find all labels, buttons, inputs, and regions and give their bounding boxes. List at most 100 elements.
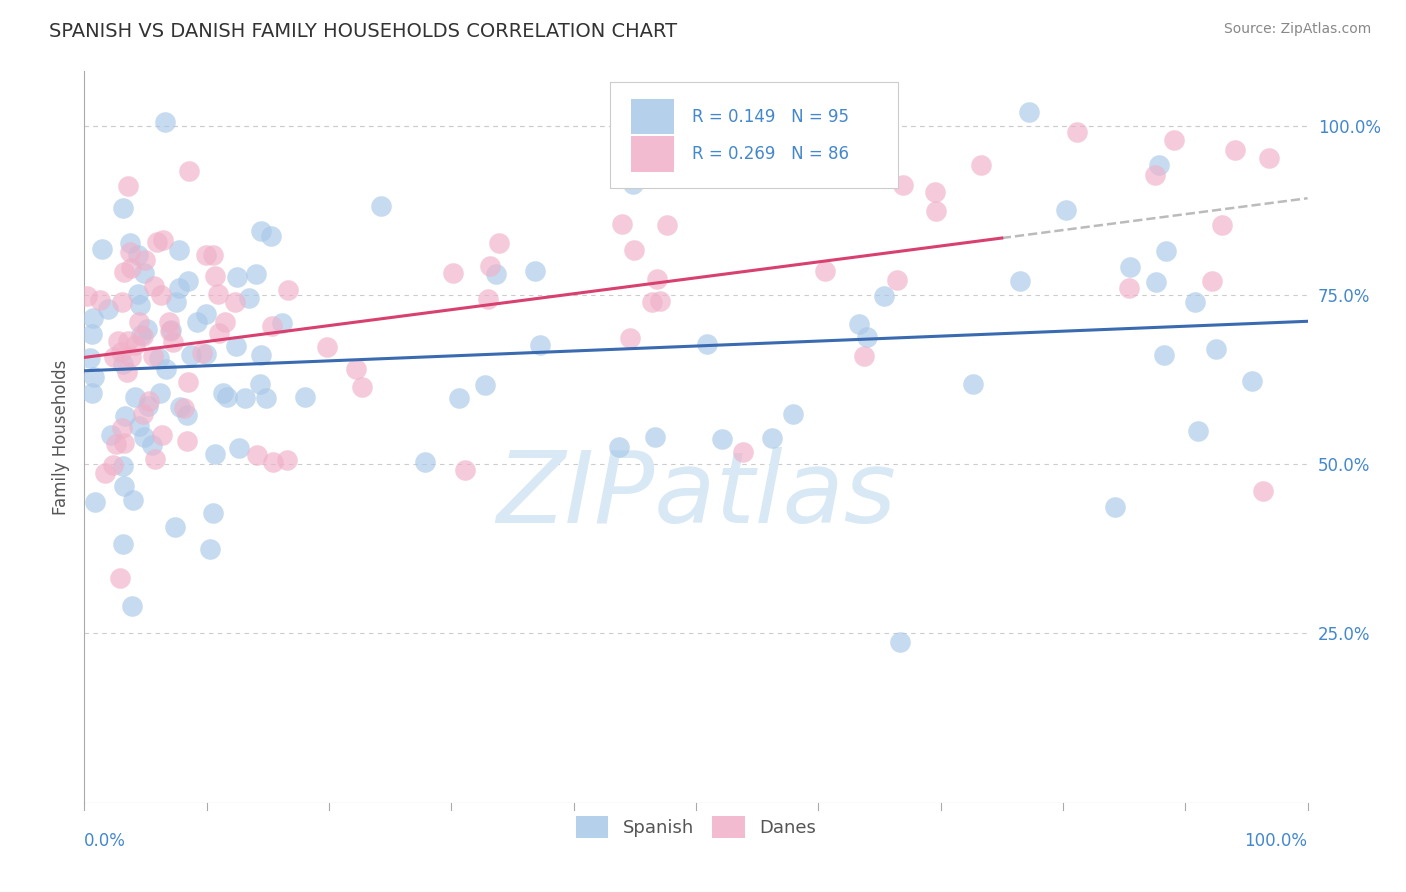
Point bbox=[479, 260, 502, 274]
Point bbox=[876, 136, 898, 151]
Point bbox=[214, 315, 236, 329]
Point bbox=[245, 267, 267, 281]
Point bbox=[200, 542, 222, 557]
Point bbox=[211, 386, 233, 401]
Point bbox=[925, 204, 948, 219]
Point bbox=[607, 440, 630, 454]
Point bbox=[148, 351, 170, 365]
Point bbox=[138, 394, 160, 409]
Point bbox=[176, 434, 198, 448]
Point bbox=[1258, 152, 1281, 166]
Point bbox=[83, 369, 105, 384]
Point bbox=[477, 292, 499, 306]
FancyBboxPatch shape bbox=[610, 82, 898, 188]
Point bbox=[610, 217, 633, 231]
Point bbox=[207, 287, 229, 301]
Point bbox=[97, 301, 120, 316]
Point bbox=[782, 407, 804, 421]
Point bbox=[1187, 424, 1209, 438]
Point bbox=[149, 288, 172, 302]
Point bbox=[112, 357, 135, 371]
Point bbox=[1184, 295, 1206, 310]
Point bbox=[152, 234, 174, 248]
Point bbox=[924, 186, 946, 200]
Point bbox=[169, 281, 191, 295]
Point bbox=[128, 419, 150, 434]
Text: 0.0%: 0.0% bbox=[84, 832, 127, 850]
Point bbox=[169, 400, 191, 414]
Point bbox=[160, 323, 183, 337]
Point bbox=[623, 243, 645, 257]
Point bbox=[1223, 143, 1246, 157]
Point bbox=[655, 219, 678, 233]
Point bbox=[276, 453, 298, 467]
Point bbox=[132, 407, 155, 421]
Point bbox=[80, 386, 103, 401]
Point bbox=[176, 409, 198, 423]
Point bbox=[225, 270, 247, 285]
Point bbox=[155, 361, 177, 376]
Point bbox=[89, 293, 111, 307]
Text: Source: ZipAtlas.com: Source: ZipAtlas.com bbox=[1223, 22, 1371, 37]
Point bbox=[82, 311, 104, 326]
Point bbox=[370, 199, 392, 213]
Point bbox=[121, 599, 143, 613]
Point bbox=[852, 350, 875, 364]
Point bbox=[177, 375, 200, 389]
Point bbox=[891, 178, 914, 193]
Point bbox=[179, 164, 201, 178]
Point bbox=[143, 279, 166, 293]
Point bbox=[159, 324, 181, 338]
Point bbox=[118, 236, 141, 251]
Point bbox=[848, 318, 870, 332]
Point bbox=[186, 315, 208, 329]
Point bbox=[1211, 218, 1233, 232]
Point bbox=[873, 289, 896, 303]
Point bbox=[128, 298, 150, 312]
Point bbox=[112, 265, 135, 279]
Point bbox=[648, 294, 671, 309]
Point bbox=[1163, 133, 1185, 147]
Point bbox=[1144, 275, 1167, 289]
Point bbox=[143, 452, 166, 467]
Point bbox=[120, 261, 142, 276]
Point bbox=[194, 307, 217, 321]
Point bbox=[621, 177, 644, 191]
Point bbox=[889, 635, 911, 649]
Point bbox=[202, 506, 225, 520]
Point bbox=[136, 322, 159, 336]
Point bbox=[111, 458, 134, 473]
Point bbox=[1054, 202, 1077, 217]
Point bbox=[121, 493, 143, 508]
Point bbox=[217, 391, 239, 405]
Point bbox=[524, 264, 547, 278]
Point bbox=[350, 380, 373, 394]
Point bbox=[262, 455, 284, 469]
Point bbox=[110, 344, 132, 359]
Point bbox=[260, 228, 283, 243]
Text: R = 0.269   N = 86: R = 0.269 N = 86 bbox=[692, 145, 849, 163]
Point bbox=[141, 438, 163, 452]
Point bbox=[270, 316, 292, 330]
Point bbox=[177, 275, 200, 289]
Point bbox=[127, 248, 149, 262]
Point bbox=[146, 235, 169, 249]
Point bbox=[117, 179, 139, 194]
Point bbox=[173, 401, 195, 416]
Point bbox=[128, 315, 150, 329]
Point bbox=[112, 436, 135, 450]
Point bbox=[204, 446, 226, 460]
Point bbox=[344, 362, 367, 376]
Point bbox=[150, 428, 173, 442]
Point bbox=[118, 244, 141, 259]
Point bbox=[127, 287, 149, 301]
Point bbox=[103, 458, 125, 472]
Point bbox=[474, 378, 496, 392]
Point bbox=[155, 115, 177, 129]
Point bbox=[814, 264, 837, 278]
Point bbox=[110, 571, 132, 585]
Text: ZIPatlas: ZIPatlas bbox=[496, 447, 896, 544]
Point bbox=[249, 376, 271, 391]
Point bbox=[413, 455, 436, 469]
Point bbox=[761, 431, 783, 445]
